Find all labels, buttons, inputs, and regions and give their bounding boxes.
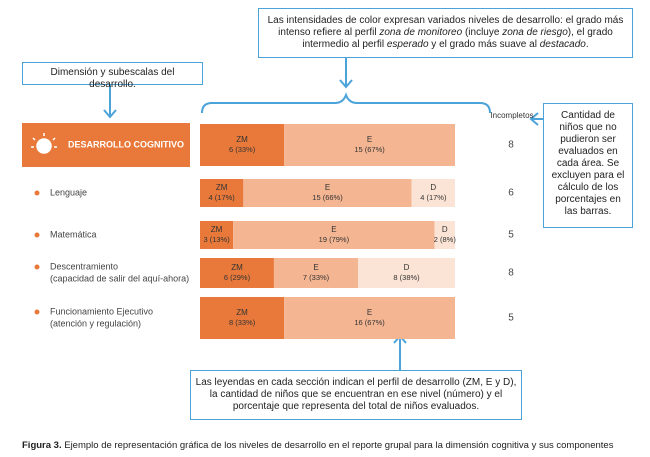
bar-segment — [200, 124, 285, 166]
incomplete-count: 6 — [508, 188, 514, 199]
value-label: 4 (17%) — [209, 193, 236, 202]
incomplete-count: 8 — [508, 140, 514, 151]
caption-text: Ejemplo de representación gráfica de los… — [64, 440, 614, 451]
bar-segment — [358, 258, 455, 288]
segment-name: ZM — [216, 183, 228, 192]
italic-text: zona de riesgo — [502, 27, 568, 38]
value-label: 6 (29%) — [224, 273, 251, 282]
icon — [31, 133, 57, 154]
category-label: Funcionamiento Ejecutivo — [50, 306, 153, 316]
segment-name: E — [313, 263, 318, 272]
bar-segment — [284, 297, 455, 339]
annotation-bottom: Las leyendas en cada sección indican el … — [190, 370, 522, 420]
value-label: 3 (13%) — [203, 235, 230, 244]
text: y el grado más suave al — [428, 39, 540, 50]
segment-name: E — [367, 135, 372, 144]
incomplete-header: Incompletos — [490, 111, 533, 120]
value-label: 7 (33%) — [303, 273, 330, 282]
caption: Figura 3. Ejemplo de representación gráf… — [22, 440, 613, 451]
bullet — [34, 190, 40, 196]
annotation-top: Las intensidades de color expresan varia… — [258, 8, 633, 58]
italic-text: esperado — [386, 39, 429, 50]
italic-text: zona de monitoreo — [379, 27, 463, 38]
brace — [201, 92, 491, 114]
bullet — [34, 232, 40, 238]
bar-segment — [200, 297, 285, 339]
value-label: 2 (8%) — [434, 235, 457, 244]
segment-name: ZM — [236, 308, 248, 317]
segment-name: E — [331, 225, 336, 234]
annotation-left: Dimensión y subescalas del desarrollo. — [22, 62, 203, 90]
category-label: Lenguaje — [50, 187, 87, 197]
segment-name: ZM — [231, 263, 243, 272]
value-label: 8 (38%) — [393, 273, 420, 282]
value-label: 16 (67%) — [354, 318, 385, 327]
incomplete-count: 5 — [508, 313, 514, 324]
category-note: (capacidad de salir del aquí-ahora) — [50, 273, 189, 283]
dimension-label: DESARROLLO COGNITIVO — [68, 139, 184, 149]
bar-segment — [273, 258, 359, 288]
bar-segment — [233, 221, 435, 249]
bar-segment — [200, 221, 234, 249]
text: ), el grado intermedio al perfil — [302, 27, 613, 50]
value-label: 15 (66%) — [312, 193, 343, 202]
category-label: Matemática — [50, 229, 97, 239]
annotation-right: Cantidad de niños que no pudieron ser ev… — [543, 103, 633, 228]
category-note: (atención y regulación) — [50, 318, 141, 328]
segment-name: D — [404, 263, 410, 272]
value-label: 4 (17%) — [420, 193, 447, 202]
bar-segment — [434, 221, 455, 249]
bullet — [34, 264, 40, 270]
text: Las intensidades de color expresan varia… — [267, 15, 624, 38]
segment-name: E — [367, 308, 372, 317]
italic-text: destacado — [539, 39, 586, 50]
bullet — [34, 309, 40, 315]
bar-segment — [411, 179, 455, 207]
value-label: 15 (67%) — [354, 145, 385, 154]
bar-segment — [200, 179, 244, 207]
value-label: 6 (33%) — [229, 145, 256, 154]
bar-segment — [284, 124, 455, 166]
bar-segment — [200, 258, 274, 288]
text: (incluye — [462, 27, 503, 38]
caption-label: Figura 3. — [22, 440, 62, 451]
value-label: 19 (79%) — [319, 235, 350, 244]
segment-name: D — [430, 183, 436, 192]
segment-name: ZM — [236, 135, 248, 144]
segment-name: ZM — [211, 225, 223, 234]
segment-name: D — [442, 225, 448, 234]
bar-segment — [243, 179, 412, 207]
incomplete-count: 8 — [508, 268, 514, 279]
value-label: 8 (33%) — [229, 318, 256, 327]
category-label: Descentramiento — [50, 261, 118, 271]
incomplete-count: 5 — [508, 230, 514, 241]
text: . — [585, 39, 589, 50]
segment-name: E — [325, 183, 330, 192]
